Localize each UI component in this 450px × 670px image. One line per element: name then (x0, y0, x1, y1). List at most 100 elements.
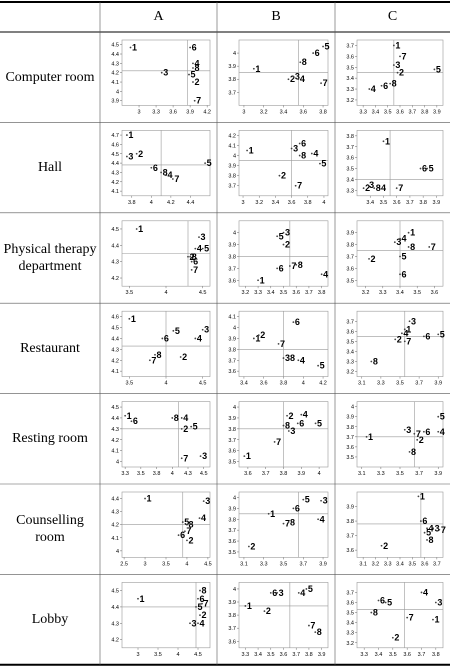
point (199, 614, 201, 616)
point-label: 7 (204, 599, 209, 609)
point-label: 3 (396, 237, 401, 247)
point (130, 420, 133, 423)
point-label: 4 (300, 588, 305, 598)
point-label: 6 (164, 333, 169, 343)
x-tick-label: 3.6 (403, 652, 411, 658)
point (273, 441, 276, 443)
point-label: 4 (313, 149, 318, 159)
y-tick-label: 4.1 (111, 369, 119, 375)
point (377, 599, 380, 602)
point (426, 527, 428, 530)
y-tick-label: 3.3 (346, 631, 354, 637)
point-label: 3 (293, 144, 298, 154)
x-tick-label: 3.5 (396, 471, 404, 477)
plot-frame (356, 130, 444, 197)
x-tick-label: 3.9 (297, 471, 305, 477)
point-label: 1 (434, 615, 439, 625)
y-tick-label: 4.4 (111, 416, 119, 422)
point-label: 4 (168, 170, 173, 180)
point (295, 263, 298, 266)
y-tick-label: 4.1 (228, 143, 236, 149)
point (192, 81, 194, 83)
point-label: 1 (128, 130, 133, 140)
y-tick-label: 3.4 (346, 621, 354, 627)
point-label: 5 (429, 164, 434, 174)
x-tick-label: 3.4 (366, 200, 374, 206)
point-label: 6 (402, 269, 407, 279)
point-label: 2 (290, 74, 295, 84)
point-label: 6 (180, 530, 185, 540)
point-label: 7 (310, 621, 315, 631)
x-tick-label: 3.8 (280, 471, 288, 477)
row-label: Lobby (31, 612, 69, 628)
x-tick-label: 3.5 (389, 652, 397, 658)
point (179, 356, 182, 358)
point (287, 521, 290, 524)
y-tick-label: 3.6 (228, 369, 236, 375)
point-label: 1 (247, 601, 252, 611)
x-tick-label: 3.3 (379, 290, 387, 296)
point-label: 2 (399, 68, 404, 78)
point (180, 457, 183, 460)
x-tick-label: 3.4 (280, 109, 288, 115)
y-tick-label: 3.9 (228, 64, 236, 70)
y-tick-label: 4.5 (111, 326, 119, 332)
point (384, 601, 387, 604)
point-label: 7 (409, 613, 414, 623)
point-label: 8 (188, 520, 193, 530)
y-tick-label: 3.9 (111, 99, 119, 105)
point-label: 8 (163, 167, 168, 177)
x-tick-label: 3.2 (260, 109, 268, 115)
point-label: 7 (280, 339, 285, 349)
point (320, 82, 322, 85)
point-label: 1 (131, 314, 136, 324)
y-tick-label: 3.6 (228, 639, 236, 645)
point-label: 8 (192, 252, 197, 262)
x-tick-label: 3.2 (362, 290, 370, 296)
x-tick-label: 3.7 (408, 109, 416, 115)
y-tick-label: 4.1 (228, 315, 236, 321)
x-tick-label: 3 (242, 200, 245, 206)
point-label: 3 (192, 618, 197, 628)
y-tick-label: 4.2 (111, 523, 119, 529)
x-tick-label: 3.5 (154, 652, 162, 658)
plot-frame (356, 582, 444, 649)
point (434, 601, 437, 604)
x-tick-label: 3.1 (240, 561, 248, 567)
point (392, 44, 395, 47)
point-label: 1 (147, 494, 152, 504)
point-label: 5 (387, 598, 392, 608)
point-label: 7 (285, 519, 290, 529)
point-label: 7 (291, 261, 296, 271)
point-label: 6 (422, 164, 427, 174)
y-tick-label: 3.6 (346, 548, 354, 554)
y-tick-label: 4.4 (111, 605, 119, 611)
point-label: 5 (402, 251, 407, 261)
y-tick-label: 3.8 (346, 134, 354, 140)
point-label: 3 (395, 60, 400, 70)
y-tick-label: 3.6 (346, 54, 354, 60)
y-tick-label: 3.7 (228, 626, 236, 632)
y-tick-label: 3.9 (346, 231, 354, 237)
point-label: 5 (426, 528, 431, 538)
point (180, 417, 183, 419)
point (282, 424, 285, 427)
point-label: 7 (402, 51, 407, 61)
point-label: 2 (285, 240, 290, 250)
row-label: Physical therapy department (3, 241, 97, 274)
point-label: 7 (193, 265, 198, 275)
point-label: 8 (376, 183, 381, 193)
point (317, 518, 320, 521)
point-label: 8 (157, 350, 162, 360)
point (368, 257, 370, 260)
point-label: 6 (383, 81, 388, 91)
y-tick-label: 3.8 (228, 427, 236, 433)
point (287, 357, 290, 359)
point (403, 340, 406, 343)
point (263, 610, 266, 613)
y-tick-label: 4.2 (111, 638, 119, 644)
point (125, 155, 128, 158)
point-label: 4 (371, 84, 376, 94)
point (243, 455, 246, 457)
y-tick-label: 3.2 (346, 641, 354, 647)
